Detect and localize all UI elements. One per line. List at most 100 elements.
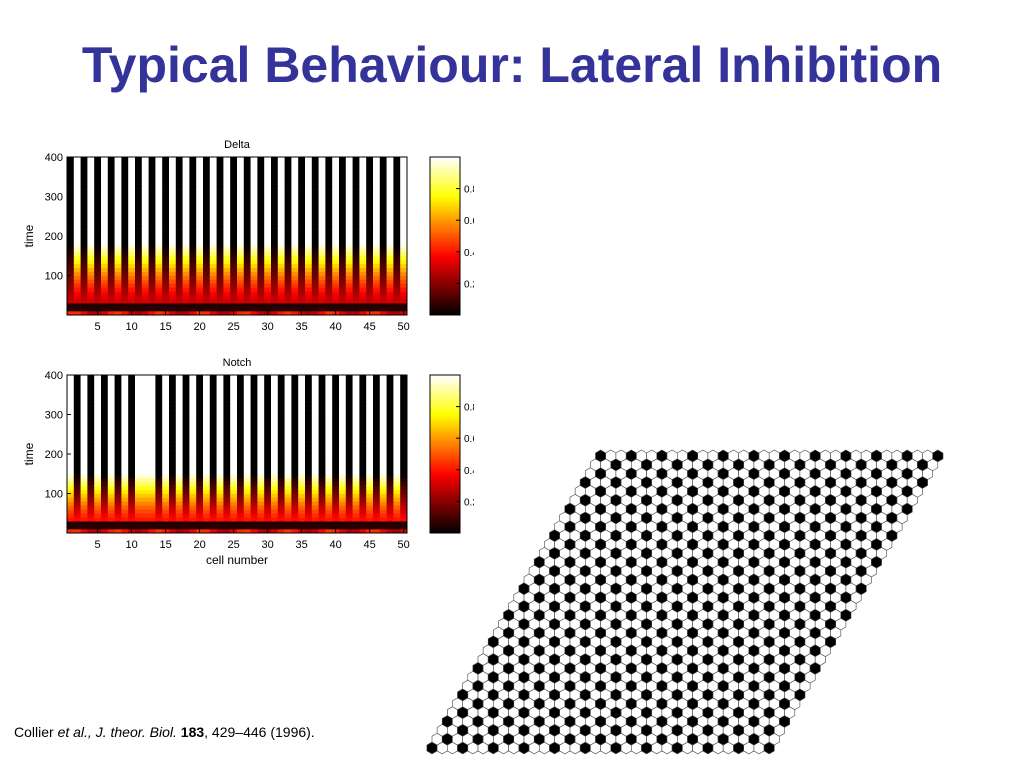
heatmap-cell <box>291 426 299 431</box>
heatmap-cell <box>318 247 326 253</box>
heatmap-cell <box>311 446 319 451</box>
heatmap-cell <box>400 485 408 490</box>
heatmap-cell <box>291 398 299 403</box>
heatmap-cell <box>311 497 319 502</box>
colorbar-step <box>430 240 460 244</box>
heatmap-cell <box>373 247 381 253</box>
heatmap-cell <box>189 192 197 197</box>
heatmap-cell <box>318 263 326 268</box>
heatmap-cell <box>155 434 163 439</box>
heatmap-cell <box>250 311 258 316</box>
heatmap-cell <box>386 180 394 185</box>
heatmap-cell <box>203 164 211 170</box>
heatmap-cell <box>175 224 183 229</box>
heatmap-cell <box>400 283 408 288</box>
heatmap-cell <box>67 450 75 455</box>
heatmap-cell <box>250 489 258 494</box>
heatmap-cell <box>284 196 292 201</box>
heatmap-cell <box>325 188 333 193</box>
heatmap-cell <box>305 208 313 213</box>
heatmap-cell <box>250 168 258 174</box>
heatmap-cell <box>291 390 299 396</box>
heatmap-cell <box>203 247 211 253</box>
heatmap-cell <box>175 160 183 166</box>
heatmap-cell <box>141 184 149 189</box>
heatmap-cell <box>359 454 367 459</box>
heatmap-cell <box>237 378 245 384</box>
heatmap-cell <box>366 239 374 245</box>
heatmap-cell <box>135 426 143 431</box>
heatmap-cell <box>277 251 285 257</box>
heatmap-cell <box>67 422 75 427</box>
heatmap-cell <box>148 263 156 268</box>
heatmap-cell <box>67 208 75 213</box>
heatmap-cell <box>277 382 285 388</box>
heatmap-cell <box>237 263 245 268</box>
heatmap-cell <box>352 271 360 276</box>
heatmap-cell <box>203 501 211 506</box>
heatmap-cell <box>67 525 75 530</box>
colorbar-step <box>430 255 460 259</box>
heatmap-cell <box>352 477 360 482</box>
heatmap-cell <box>318 224 326 229</box>
heatmap-cell <box>148 426 156 431</box>
heatmap-cell <box>107 457 115 463</box>
heatmap-cell <box>291 378 299 384</box>
heatmap-cell <box>332 442 340 447</box>
heatmap-cell <box>162 259 170 264</box>
heatmap-cell <box>189 485 197 490</box>
heatmap-cell <box>148 457 156 463</box>
heatmap-cell <box>141 200 149 205</box>
heatmap-cell <box>284 525 292 530</box>
heatmap-cell <box>243 438 251 443</box>
heatmap-cell <box>114 184 122 189</box>
heatmap-cell <box>128 204 136 209</box>
heatmap-cell <box>386 220 394 225</box>
heatmap-cell <box>175 263 183 268</box>
heatmap-cell <box>284 446 292 451</box>
heatmap-cell <box>243 295 251 300</box>
heatmap-cell <box>386 303 394 308</box>
heatmap-cell <box>230 469 238 475</box>
heatmap-cell <box>196 188 204 193</box>
heatmap-cell <box>359 259 367 264</box>
heatmap-cell <box>209 501 217 506</box>
heatmap-cell <box>94 398 102 403</box>
heatmap-cell <box>311 386 319 392</box>
heatmap-cell <box>237 497 245 502</box>
heatmap-cell <box>318 525 326 530</box>
heatmap-cell <box>359 208 367 213</box>
heatmap-cell <box>379 418 387 423</box>
heatmap-cell <box>373 430 381 435</box>
heatmap-cell <box>101 176 109 181</box>
heatmap-cell <box>80 267 88 272</box>
heatmap-cell <box>141 180 149 185</box>
heatmap-cell <box>332 188 340 193</box>
heatmap-cell <box>352 303 360 308</box>
heatmap-cell <box>291 299 299 304</box>
heatmap-cell <box>291 303 299 308</box>
heatmap-cell <box>121 251 129 257</box>
heatmap-cell <box>169 299 177 304</box>
heatmap-cell <box>243 398 251 403</box>
heatmap-cell <box>114 279 122 284</box>
heatmap-cell <box>345 422 353 427</box>
heatmap-cell <box>203 160 211 166</box>
heatmap-cell <box>87 216 95 221</box>
heatmap-cell <box>257 465 265 471</box>
heatmap-cell <box>243 303 251 308</box>
heatmap-cell <box>216 157 224 162</box>
heatmap-cell <box>373 469 381 475</box>
heatmap-cell <box>141 398 149 403</box>
heatmap-cell <box>73 196 81 201</box>
heatmap-cell <box>175 157 183 162</box>
heatmap-cell <box>155 224 163 229</box>
heatmap-cell <box>141 196 149 201</box>
heatmap-cell <box>271 461 279 467</box>
heatmap-cell <box>216 481 224 486</box>
heatmap-cell <box>379 525 387 530</box>
heatmap-cell <box>175 497 183 502</box>
heatmap-cell <box>189 224 197 229</box>
heatmap-cell <box>400 438 408 443</box>
heatmap-cell <box>94 505 102 510</box>
